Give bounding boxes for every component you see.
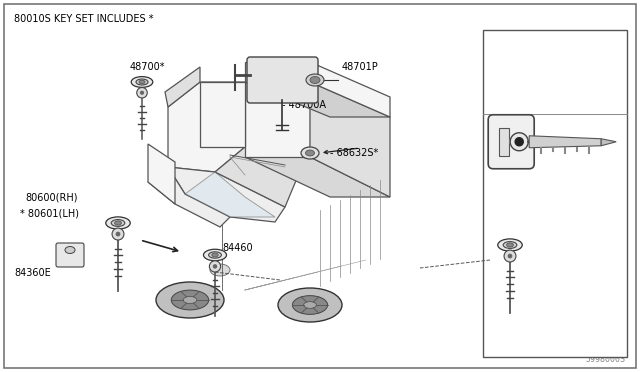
Text: 80600N: 80600N xyxy=(489,40,522,49)
Text: - 48700A: - 48700A xyxy=(282,100,326,110)
Text: 84360E: 84360E xyxy=(14,268,51,278)
Ellipse shape xyxy=(139,80,145,84)
Text: 80600NA: 80600NA xyxy=(489,54,527,63)
Text: 80010S KEY SET INCLUDES *: 80010S KEY SET INCLUDES * xyxy=(14,14,154,24)
Text: 48700*: 48700* xyxy=(130,62,166,72)
Bar xyxy=(499,128,509,156)
Polygon shape xyxy=(310,82,390,197)
Ellipse shape xyxy=(209,252,221,258)
Ellipse shape xyxy=(65,247,75,253)
Polygon shape xyxy=(148,167,230,227)
Ellipse shape xyxy=(204,249,227,261)
Ellipse shape xyxy=(310,77,320,83)
Polygon shape xyxy=(245,82,310,157)
Ellipse shape xyxy=(303,302,316,308)
FancyBboxPatch shape xyxy=(56,243,84,267)
Circle shape xyxy=(116,232,120,237)
Text: 80600(RH): 80600(RH) xyxy=(25,193,77,203)
Circle shape xyxy=(212,264,217,269)
Circle shape xyxy=(137,87,147,98)
Polygon shape xyxy=(200,82,245,147)
Circle shape xyxy=(504,250,516,262)
Text: 84460: 84460 xyxy=(222,243,253,253)
Circle shape xyxy=(112,228,124,240)
Polygon shape xyxy=(215,147,310,207)
Polygon shape xyxy=(510,133,528,151)
Text: - 68632S*: - 68632S* xyxy=(330,148,378,158)
Polygon shape xyxy=(310,62,390,117)
Polygon shape xyxy=(165,67,200,107)
Ellipse shape xyxy=(111,219,125,227)
Polygon shape xyxy=(245,62,310,82)
Text: 48701P: 48701P xyxy=(342,62,379,72)
Ellipse shape xyxy=(106,217,131,229)
Polygon shape xyxy=(185,172,275,217)
Polygon shape xyxy=(168,167,285,222)
Polygon shape xyxy=(245,82,390,117)
Text: 80600NC: 80600NC xyxy=(489,82,527,91)
Ellipse shape xyxy=(292,296,328,314)
Polygon shape xyxy=(168,82,245,172)
FancyBboxPatch shape xyxy=(247,57,318,103)
Ellipse shape xyxy=(210,264,230,276)
Ellipse shape xyxy=(278,288,342,322)
Ellipse shape xyxy=(136,79,148,85)
Ellipse shape xyxy=(306,74,324,86)
Text: 80600NB: 80600NB xyxy=(489,68,527,77)
Circle shape xyxy=(209,261,221,272)
Ellipse shape xyxy=(131,77,153,87)
Text: J998000S: J998000S xyxy=(586,355,626,364)
Polygon shape xyxy=(529,136,601,148)
Polygon shape xyxy=(245,157,390,197)
Circle shape xyxy=(508,254,513,259)
Ellipse shape xyxy=(305,150,314,156)
Ellipse shape xyxy=(498,239,522,251)
Text: 90602: 90602 xyxy=(496,230,527,240)
Ellipse shape xyxy=(115,221,122,225)
Ellipse shape xyxy=(183,296,197,304)
Polygon shape xyxy=(601,139,616,146)
FancyBboxPatch shape xyxy=(488,115,534,169)
Ellipse shape xyxy=(507,243,513,247)
Ellipse shape xyxy=(503,241,517,248)
Ellipse shape xyxy=(212,253,218,257)
Ellipse shape xyxy=(301,147,319,159)
Text: * 80601(LH): * 80601(LH) xyxy=(20,208,79,218)
Polygon shape xyxy=(148,144,175,204)
Polygon shape xyxy=(515,138,524,146)
Ellipse shape xyxy=(156,282,224,318)
Bar xyxy=(483,30,627,357)
Circle shape xyxy=(140,91,144,95)
Ellipse shape xyxy=(172,290,209,310)
Text: 80600P(VALET): 80600P(VALET) xyxy=(489,96,559,105)
